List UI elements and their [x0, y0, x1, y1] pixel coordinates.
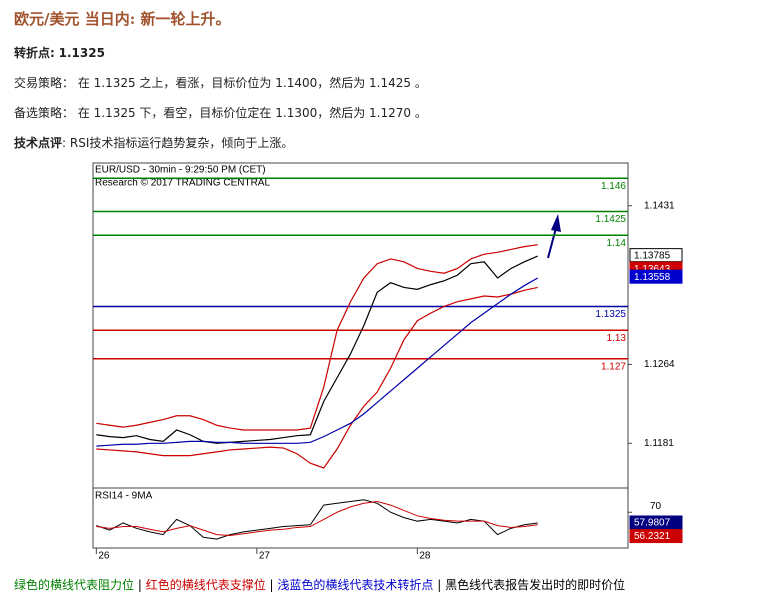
- rsi-tick-label: 70: [650, 501, 662, 512]
- series-line: [96, 244, 538, 431]
- level-label: 1.1325: [595, 309, 626, 320]
- y-tick-label: 1.1264: [644, 359, 675, 370]
- y-tick-label: 1.1431: [644, 200, 675, 211]
- x-tick-label: 26: [98, 551, 110, 562]
- level-label: 1.14: [607, 238, 627, 249]
- x-tick-label: 27: [259, 551, 271, 562]
- chart-subtitle: Research © 2017 TRADING CENTRAL: [95, 178, 270, 189]
- price-tag-label: 56.2321: [634, 531, 671, 542]
- paragraph: 备选策略： 在 1.1325 下，看空，目标价位定在 1.1300，然后为 1.…: [14, 106, 427, 120]
- series-line: [96, 501, 538, 536]
- pivot-value: 1.1325: [58, 46, 105, 60]
- frame: [92, 162, 629, 549]
- comment-text: : RSI技术指标运行趋势复杂，倾向于上涨。: [62, 136, 294, 150]
- arrow: [547, 227, 557, 259]
- level-label: 1.13: [607, 333, 627, 344]
- price-tag: [629, 515, 683, 530]
- level-label: 1.146: [601, 181, 626, 192]
- title: 欧元/美元 当日内: 新一轮上升。: [14, 10, 231, 28]
- footer-item: |: [134, 578, 146, 592]
- y-tick-label: 1.1181: [644, 438, 674, 449]
- comment-label: 技术点评: [14, 136, 63, 150]
- footer-item: |: [265, 578, 278, 592]
- footer-item: 绿色的横线代表阻力位: [14, 578, 135, 592]
- footer: 绿色的横线代表阻力位 | 红色的横线代表支撑位 | 浅蓝色的横线代表技术转折点 …: [14, 576, 625, 593]
- series-line: [96, 255, 538, 444]
- footer-item: 黑色线代表报告发出时的即时价位: [445, 578, 626, 592]
- footer-item: 浅蓝色的横线代表技术转折点: [277, 578, 434, 592]
- x-tick-label: 28: [419, 551, 431, 562]
- comment: 技术点评: RSI技术指标运行趋势复杂，倾向于上涨。: [14, 134, 293, 151]
- paragraph: 交易策略： 在 1.1325 之上，看涨，目标价位为 1.1400，然后为 1.…: [14, 76, 427, 90]
- footer-item: |: [433, 578, 446, 592]
- price-tag-label: 57.9807: [634, 518, 671, 529]
- series-line: [96, 286, 538, 469]
- price-tag-label: 1.13785: [634, 250, 671, 261]
- price-tag: [629, 269, 683, 284]
- chart: EUR/USD - 30min - 9:29:50 PM (CET) Resea…: [92, 162, 683, 562]
- price-tag-label: 1.13643: [634, 264, 671, 275]
- series-line: [96, 277, 539, 447]
- pivot: 转折点: 1.1325: [14, 44, 105, 61]
- price-tag: [629, 529, 683, 544]
- price-tag-label: 1.13558: [634, 272, 671, 283]
- footer-item: 红色的横线代表支撑位: [145, 578, 266, 592]
- arrow-head: [551, 214, 561, 232]
- level-label: 1.1425: [595, 214, 626, 225]
- level-label: 1.127: [601, 361, 626, 372]
- pivot-label: 转折点:: [14, 46, 55, 60]
- chart-title: EUR/USD - 30min - 9:29:50 PM (CET): [95, 165, 266, 176]
- series-line: [96, 499, 538, 540]
- rsi-title: RSI14 - 9MA: [95, 491, 153, 502]
